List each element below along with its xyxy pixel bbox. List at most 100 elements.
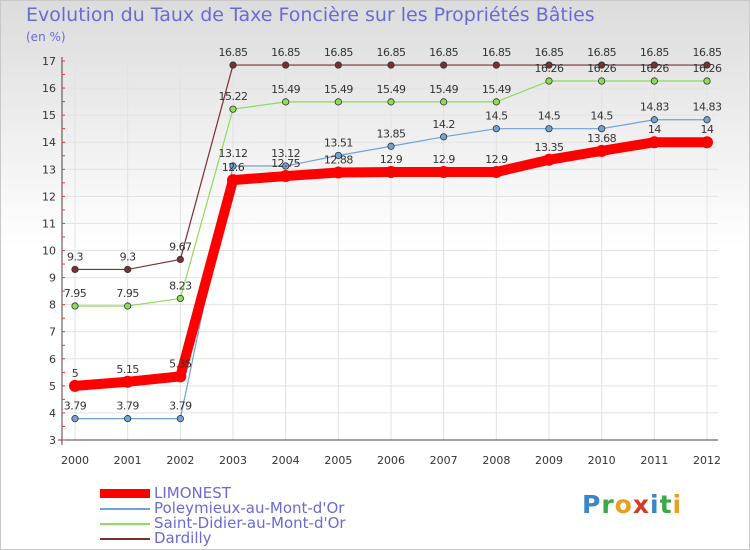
data-label: 16.85 [482,46,511,59]
data-point [69,379,81,392]
data-label: 16.85 [219,46,248,59]
y-unit-label: (en %) [26,30,66,44]
legend-swatch [100,489,150,498]
y-tick-label: 5 [49,380,56,393]
data-point [598,125,606,133]
data-label: 8.23 [169,279,192,292]
data-label: 5.35 [169,357,192,370]
data-point [650,77,658,85]
data-label: 14 [648,123,661,136]
data-point [545,61,553,69]
data-point [176,294,184,303]
data-label: 3.79 [116,400,139,413]
data-label: 15.49 [324,83,353,96]
data-point [703,116,711,124]
data-label: 5 [72,367,79,380]
data-label: 7.95 [64,287,87,300]
data-label: 13.35 [535,141,564,154]
legend-label: Dardilly [154,529,212,547]
data-point [440,98,448,106]
data-label: 13.51 [324,136,353,149]
data-label: 9.67 [169,240,192,253]
x-tick-label: 2006 [377,454,405,467]
data-point [176,255,184,264]
x-tick-label: 2012 [693,454,721,467]
legend-label: Poleymieux-au-Mont-d'Or [154,499,345,517]
logo-letter: r [601,490,615,519]
y-tick-label: 13 [42,163,56,176]
data-point [650,61,658,69]
logo-letter: t [659,490,673,519]
x-tick-label: 2005 [324,454,352,467]
data-label: 12.6 [222,161,245,174]
data-label: 15.49 [377,83,406,96]
data-label: 3.79 [169,400,192,413]
legend-swatch [100,537,150,540]
x-tick-label: 2002 [166,454,194,467]
y-tick-label: 6 [49,353,56,366]
legend-label: Saint-Didier-au-Mont-d'Or [154,514,346,532]
data-label: 16.26 [535,62,564,75]
data-point [332,166,345,179]
data-point [387,98,395,106]
data-label: 9.3 [120,250,136,263]
data-point [71,265,79,274]
data-point [492,98,500,106]
data-point [598,77,606,85]
data-label: 14.2 [432,118,455,131]
data-label: 13.12 [219,147,248,160]
data-label: 15.49 [271,83,300,96]
data-label: 5.15 [116,363,139,376]
data-point [71,415,79,423]
logo-letter: o [614,490,633,519]
data-point [387,61,395,69]
legend-item-dardilly: Dardilly [100,531,346,546]
data-point [227,174,239,187]
data-point [703,61,711,69]
data-label: 16.26 [640,62,669,75]
x-tick-label: 2011 [640,454,668,467]
data-label: 12.88 [324,154,353,167]
y-tick-label: 8 [49,299,56,312]
y-tick-label: 15 [42,109,56,122]
data-label: 14.83 [693,101,722,114]
series [69,61,713,423]
y-tick-label: 12 [42,190,56,203]
legend-swatch [100,507,150,510]
x-tick-label: 2010 [588,454,616,467]
data-label: 7.95 [116,287,139,300]
data-label: 16.85 [271,46,300,59]
data-point [282,162,290,170]
data-label: 3.79 [64,400,87,413]
legend-item-saint-didier: Saint-Didier-au-Mont-d'Or [100,516,346,531]
x-tick-label: 2003 [219,454,247,467]
data-point [595,144,608,157]
data-label: 16.85 [377,46,406,59]
y-tick-label: 7 [49,326,56,339]
legend-item-limonest: LIMONEST [100,486,346,501]
data-point [545,77,553,85]
logo-letter: x [632,490,650,519]
data-point [124,265,132,274]
data-labels: 5 5.15 5.35 12.6 12.75 12.88 12.9 12.9 12.9 13.35… [64,46,723,413]
data-point [648,136,661,149]
data-point [387,142,395,150]
data-label: 14.83 [640,101,669,114]
data-label: 9.3 [67,250,83,263]
data-point [703,77,711,85]
data-point [229,162,237,170]
y-tick-label: 9 [49,272,56,285]
data-point [492,61,500,69]
data-label: 16.85 [429,46,458,59]
data-label: 15.49 [482,83,511,96]
data-label: 13.85 [377,127,406,140]
data-label: 16.26 [587,62,616,75]
data-point [492,125,500,133]
data-label: 12.9 [432,153,455,166]
data-label: 13.68 [587,132,616,145]
data-label: 16.85 [324,46,353,59]
data-label: 15.49 [429,83,458,96]
data-label: 16.85 [693,46,722,59]
x-tick-label: 2007 [430,454,458,467]
